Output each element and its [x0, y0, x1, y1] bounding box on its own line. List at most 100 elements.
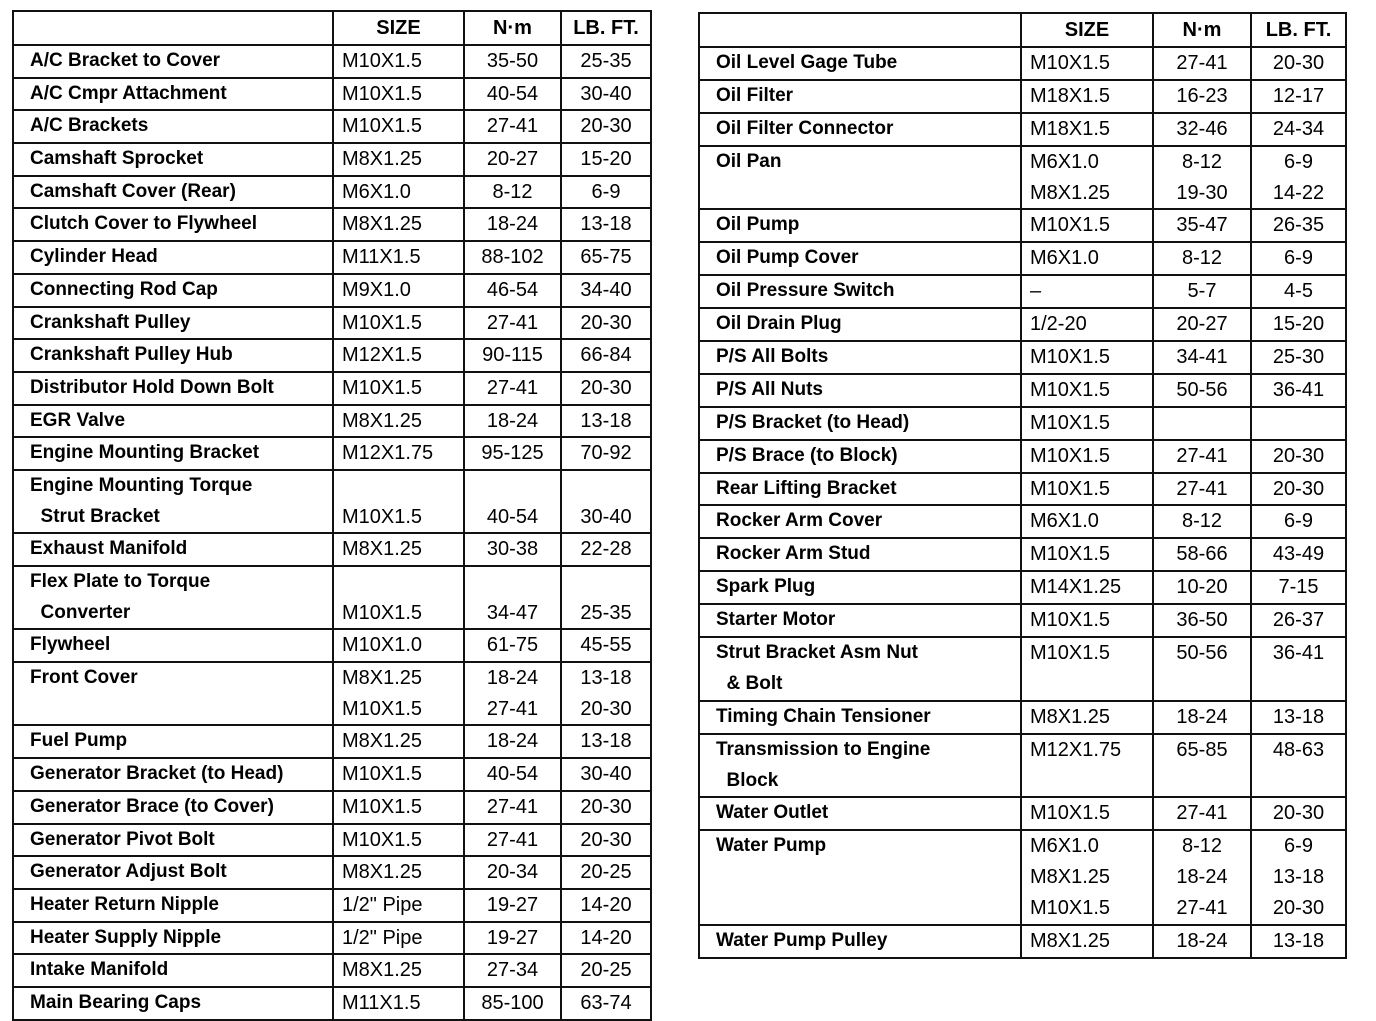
torque-lbft-cell: 26-35: [1250, 208, 1347, 244]
fastener-name: Front Cover: [30, 667, 138, 689]
torque-lbft-cell: 24-34: [1250, 111, 1347, 147]
thread-size-cell: M6X1.0 M8X1.25: [1020, 144, 1154, 211]
fastener-name-cell: Fuel Pump: [12, 724, 334, 760]
torque-lbft-cell: 22-28: [560, 532, 652, 567]
thread-size: M8X1.25: [342, 730, 423, 753]
torque-lbft-cell: 20-30: [1250, 471, 1347, 507]
table-row: EGR Valve M8X1.25 18-24 13-18: [12, 403, 652, 439]
torque-nm-cell: 8-12: [1152, 504, 1252, 540]
torque-nm: 10-20: [1176, 576, 1228, 599]
fastener-name: Cylinder Head: [30, 246, 158, 268]
thread-size: M9X1.0: [342, 278, 411, 301]
thread-size-cell: M10X1.0: [332, 628, 465, 664]
torque-nm: 18-24: [486, 213, 539, 236]
torque-lbft: 6-9: [1284, 835, 1313, 858]
thread-size: M10X1.5: [342, 505, 423, 528]
thread-size-cell: M10X1.5: [1020, 471, 1154, 507]
torque-spec-table-right: SIZE N·m LB. FT. Oil Level Gage Tube M10X…: [698, 12, 1347, 959]
thread-size: M10X1.5: [342, 50, 423, 72]
thread-size: [1030, 669, 1151, 699]
torque-lbft-cell: 43-49: [1250, 537, 1347, 573]
fastener-name-cell: Front Cover: [12, 661, 334, 727]
torque-lbft: 25-35: [580, 601, 632, 624]
fastener-name-cell: Starter Motor: [698, 603, 1022, 639]
torque-lbft: 65-75: [580, 246, 632, 269]
thread-size: [342, 472, 462, 502]
torque-lbft-cell: 20-30: [1250, 46, 1347, 81]
torque-nm-cell: 20-27: [1152, 307, 1252, 343]
thread-size-cell: M10X1.5: [332, 789, 465, 825]
thread-size: 1/2-20: [1030, 313, 1087, 336]
torque-lbft-cell: 20-25: [560, 953, 652, 988]
fastener-name: Starter Motor: [716, 609, 836, 631]
fastener-name-cell: Intake Manifold: [12, 953, 334, 988]
thread-size: M8X1.25: [1030, 930, 1111, 953]
table-row: A/C Brackets M10X1.5 27-41 20-30: [12, 109, 652, 145]
torque-lbft-cell: 48-63: [1250, 732, 1347, 799]
thread-size: M10X1.5: [342, 376, 423, 399]
fastener-name: Crankshaft Pulley Hub: [30, 344, 233, 366]
torque-nm: 19-27: [486, 926, 539, 949]
table-row: Flywheel M10X1.0 61-75 45-55: [12, 628, 652, 664]
torque-lbft: 66-84: [580, 344, 632, 367]
fastener-name: A/C Cmpr Attachment: [30, 82, 227, 104]
torque-lbft: 20-30: [1272, 477, 1325, 500]
table-row: Camshaft Cover (Rear) M6X1.0 8-12 6-9: [12, 174, 652, 210]
torque-nm: [466, 472, 559, 502]
fastener-name-cell: Oil Level Gage Tube: [698, 46, 1022, 81]
torque-nm: 46-54: [486, 278, 539, 301]
thread-size: M18X1.5: [1030, 84, 1111, 107]
fastener-name: P/S Brace (to Block): [716, 444, 898, 466]
thread-size-cell: M10X1.5: [332, 757, 465, 792]
torque-lbft-cell: 30-40: [560, 468, 652, 535]
torque-lbft: 13-18: [1272, 705, 1325, 728]
thread-size-cell: M10X1.5: [1020, 372, 1154, 408]
thread-size-cell: M12X1.5: [332, 338, 465, 373]
thread-size: M8X1.25: [342, 667, 423, 690]
fastener-name-cell: Camshaft Cover (Rear): [12, 174, 334, 210]
header-lbft: LB. FT.: [560, 10, 652, 46]
torque-nm: 27-41: [486, 311, 539, 334]
torque-lbft-cell: 6-9 13-18 20-30: [1250, 829, 1347, 927]
torque-lbft-cell: 13-18: [560, 724, 652, 760]
thread-size-cell: M14X1.25: [1020, 570, 1154, 606]
thread-size-cell: M10X1.5: [332, 305, 465, 341]
table-row: Flex Plate to Torque Converter M10X1.5 34-…: [12, 564, 652, 631]
torque-nm: 16-23: [1176, 84, 1228, 107]
torque-lbft: 30-40: [580, 505, 632, 528]
torque-lbft: [563, 568, 649, 598]
table-row: Starter Motor M10X1.5 36-50 26-37: [698, 603, 1347, 639]
torque-nm-cell: 16-23: [1152, 78, 1252, 114]
fastener-name: P/S Bracket (to Head): [716, 411, 910, 433]
torque-lbft: 24-34: [1272, 117, 1325, 140]
torque-nm: 19-30: [1176, 181, 1228, 204]
torque-lbft-cell: 20-30: [560, 109, 652, 145]
fastener-name: Generator Adjust Bolt: [30, 861, 227, 883]
torque-lbft: 4-5: [1284, 280, 1313, 303]
torque-lbft-cell: 20-25: [560, 855, 652, 890]
fastener-name-cell: Main Bearing Caps: [12, 985, 334, 1021]
thread-size: M8X1.25: [1030, 705, 1111, 728]
torque-nm: 18-24: [1176, 866, 1228, 889]
fastener-name: Rear Lifting Bracket: [716, 477, 897, 499]
thread-size: M8X1.25: [342, 861, 423, 884]
fastener-name: Oil Filter Connector: [716, 117, 894, 139]
torque-lbft: 13-18: [1272, 930, 1325, 953]
header-fastener: [698, 12, 1022, 48]
fastener-name-cell: Water Outlet: [698, 796, 1022, 832]
thread-size-cell: M8X1.25: [332, 724, 465, 760]
torque-lbft: 20-25: [580, 959, 632, 982]
thread-size-cell: M8X1.25: [332, 953, 465, 988]
torque-nm: 8-12: [1181, 150, 1223, 173]
thread-size-cell: M12X1.75: [332, 436, 465, 471]
torque-lbft-cell: 7-15: [1250, 570, 1347, 606]
torque-nm: [1155, 669, 1249, 699]
thread-size: 1/2" Pipe: [342, 893, 423, 916]
fastener-name-cell: Engine Mounting Torque Strut Bracket: [12, 468, 334, 535]
torque-lbft-cell: 20-30: [560, 370, 652, 406]
torque-lbft-cell: 20-30: [560, 789, 652, 825]
fastener-name-cell: Water Pump Pulley: [698, 924, 1022, 959]
torque-lbft-cell: 14-20: [560, 920, 652, 956]
torque-nm-cell: 50-56: [1152, 372, 1252, 408]
thread-size: M10X1.5: [342, 697, 423, 720]
